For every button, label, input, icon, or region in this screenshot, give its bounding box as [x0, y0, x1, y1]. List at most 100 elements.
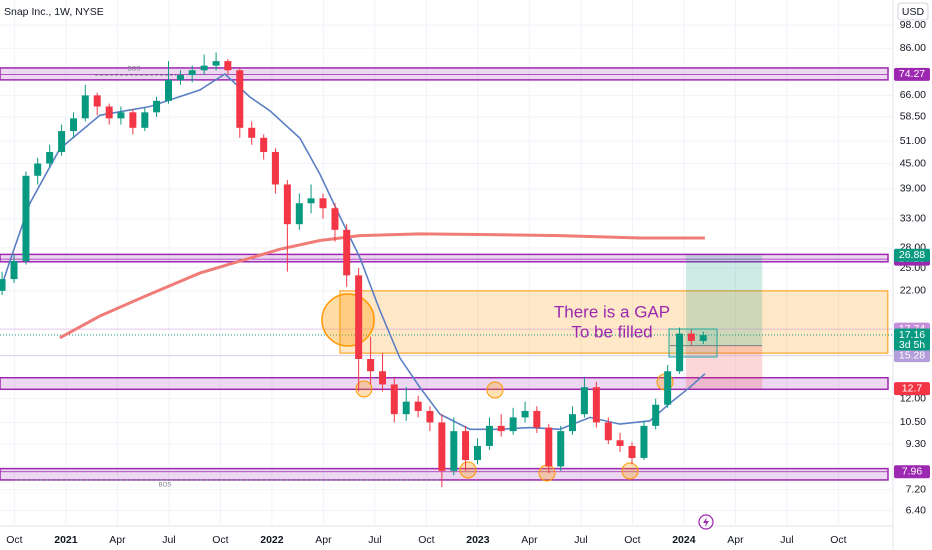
y-tick-label: 6.40 — [906, 504, 927, 516]
candle-body — [664, 371, 672, 405]
candle-body — [628, 445, 636, 458]
candle-body — [426, 410, 434, 423]
x-tick-label: Oct — [830, 534, 846, 546]
chart-title: Snap Inc., 1W, NYSE — [4, 6, 104, 18]
candle-body — [295, 203, 303, 225]
currency-label[interactable]: USD — [902, 6, 925, 18]
candle-body — [176, 75, 184, 80]
candle-body — [271, 152, 279, 185]
x-tick-label: Oct — [624, 534, 640, 546]
y-tick-label: 22.00 — [900, 285, 926, 297]
candle-body — [687, 333, 695, 341]
candle-body — [248, 127, 256, 138]
y-tick-label: 58.50 — [900, 111, 926, 123]
candle-body — [462, 431, 470, 461]
price-tag-label: 15.28 — [899, 349, 925, 361]
position-target — [685, 255, 763, 346]
candle-body — [497, 425, 505, 432]
y-tick-label: 51.00 — [900, 135, 926, 147]
x-tick-label: Apr — [727, 534, 744, 546]
highlight-circle — [486, 381, 504, 399]
x-tick-label: Oct — [6, 534, 22, 546]
candle-body — [260, 137, 268, 153]
x-tick-label: Apr — [315, 534, 332, 546]
last-price-label: 17.16 — [899, 329, 925, 341]
x-tick-label: Oct — [212, 534, 228, 546]
candle-body — [10, 261, 18, 280]
y-tick-label: 12.00 — [900, 392, 926, 404]
price-tag-label: 12.7 — [902, 382, 923, 394]
candle-body — [521, 410, 529, 418]
price-axis — [893, 0, 932, 550]
highlight-circle — [321, 293, 375, 347]
candle-body — [129, 112, 137, 128]
x-tick-label: 2022 — [260, 534, 284, 546]
annotation: There is a GAP — [554, 302, 670, 321]
candle-body — [580, 387, 588, 415]
annotation: To be filled — [571, 322, 652, 341]
y-tick-label: 33.00 — [900, 212, 926, 224]
candle-body — [70, 118, 78, 132]
candle-body — [379, 371, 387, 385]
y-tick-label: 9.30 — [906, 438, 927, 450]
candle-body — [165, 79, 173, 101]
candle-body — [355, 275, 363, 359]
y-tick-label: 10.50 — [900, 416, 926, 428]
candle-body — [105, 106, 113, 119]
price-tag — [894, 349, 930, 363]
candle-body — [188, 70, 196, 76]
candle-body — [367, 358, 375, 372]
price-tag-label: 74.27 — [899, 68, 925, 80]
countdown-label: 3d 5h — [899, 339, 925, 351]
y-tick-label: 39.00 — [900, 183, 926, 195]
candle-body — [676, 333, 684, 372]
x-tick-label: Jul — [780, 534, 793, 546]
x-tick-label: Apr — [521, 534, 538, 546]
candle-body — [319, 198, 327, 209]
candle-body — [224, 61, 232, 71]
candle-body — [414, 401, 422, 411]
candle-body — [34, 163, 42, 176]
y-tick-label: 98.00 — [900, 19, 926, 31]
moving-average — [59, 232, 705, 340]
highlight-circle — [538, 464, 556, 482]
candle-body — [117, 112, 125, 119]
candle-body — [485, 425, 493, 446]
x-tick-label: Oct — [418, 534, 434, 546]
candle-body — [236, 70, 244, 128]
x-tick-label: 2023 — [466, 534, 490, 546]
y-tick-label: 86.00 — [900, 42, 926, 54]
highlight-circle — [355, 380, 373, 398]
candle-body — [438, 422, 446, 471]
currency-button[interactable] — [897, 2, 929, 21]
candle-body — [450, 431, 458, 471]
support-resistance-zone — [0, 67, 889, 81]
candle-body — [58, 131, 66, 153]
y-tick-label: 66.00 — [900, 89, 926, 101]
candle-body — [200, 65, 208, 71]
candle-body — [283, 184, 291, 225]
price-tag — [894, 465, 930, 479]
logo — [698, 514, 714, 530]
price-tag — [894, 382, 930, 396]
candle-body — [141, 112, 149, 128]
x-tick-label: Jul — [368, 534, 381, 546]
x-tick-label: 2021 — [54, 534, 78, 546]
position-stop — [685, 345, 763, 389]
candle-body — [509, 417, 517, 432]
candle-body — [93, 95, 101, 107]
candle-body — [592, 387, 600, 423]
price-tag — [894, 67, 930, 81]
x-tick-label: Jul — [574, 534, 587, 546]
candle-body — [307, 198, 315, 204]
candle-body — [212, 61, 220, 66]
candle-body — [46, 152, 54, 164]
highlight-circle — [459, 461, 477, 479]
x-tick-label: Apr — [109, 534, 126, 546]
candle-body — [533, 410, 541, 428]
bos-label: BOS — [159, 483, 172, 489]
support-resistance-zone — [0, 253, 889, 263]
candle-body — [568, 414, 576, 432]
price-tag-label: 26.88 — [899, 249, 925, 261]
